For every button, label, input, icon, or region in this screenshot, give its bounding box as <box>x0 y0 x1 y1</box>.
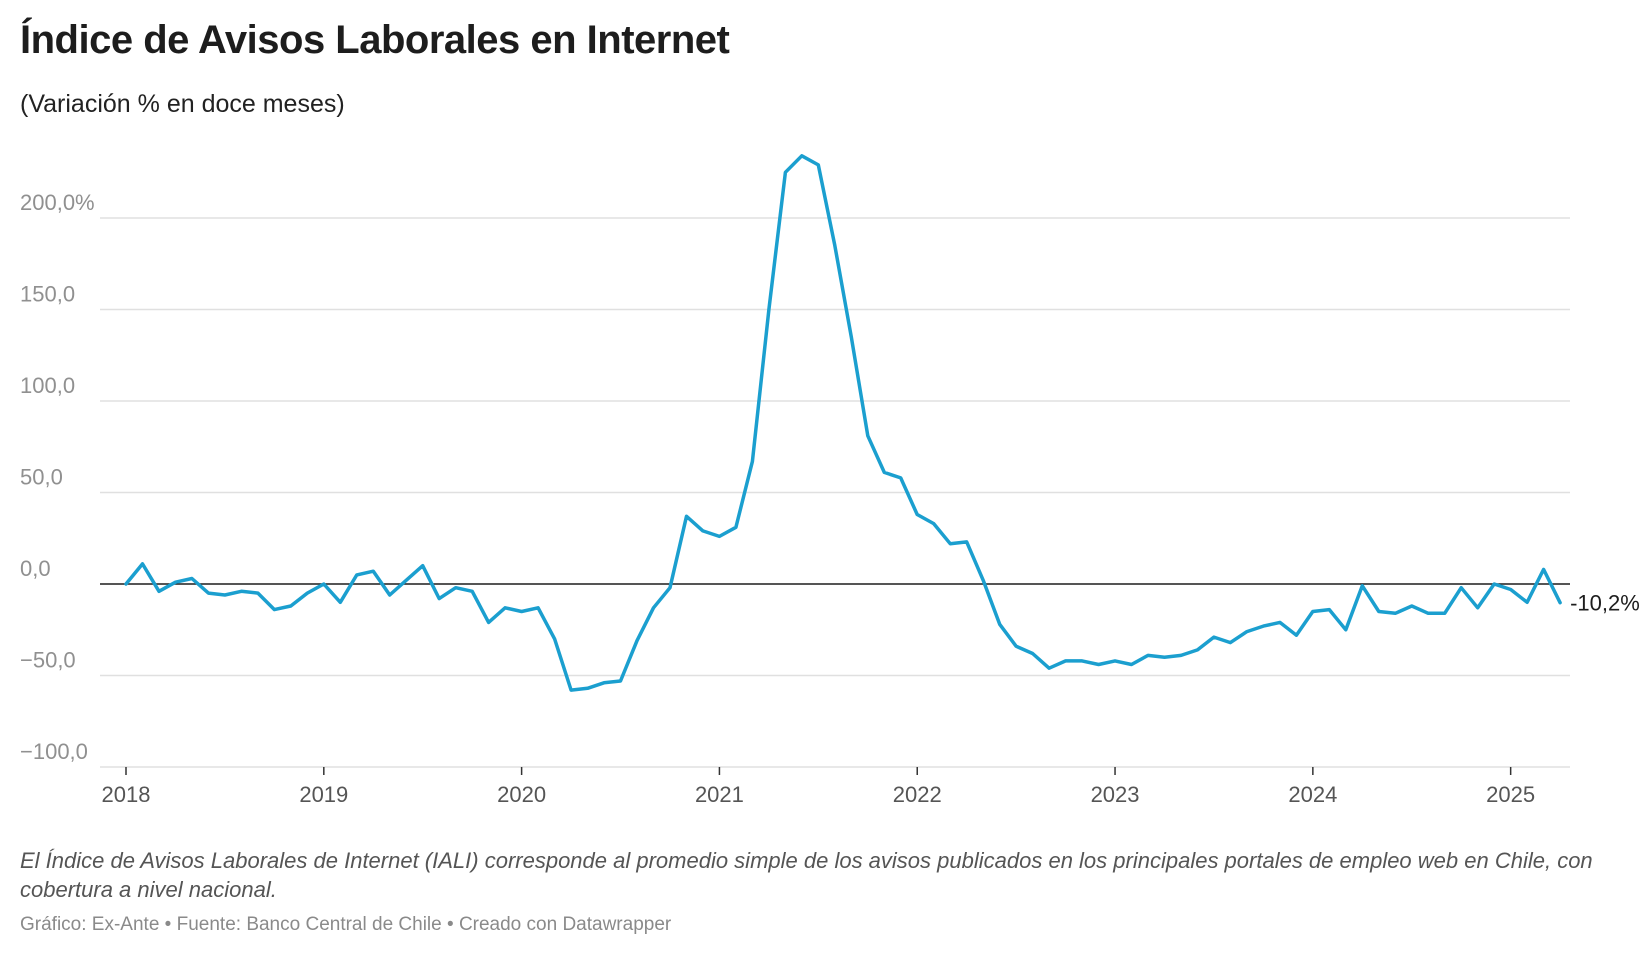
y-tick-label: −100,0 <box>20 739 88 764</box>
y-tick-label: −50,0 <box>20 648 76 673</box>
y-grid <box>100 217 1570 768</box>
byline-source: Fuente: Banco Central de Chile <box>176 914 442 935</box>
byline-chart: Gráfico: Ex-Ante <box>20 914 160 935</box>
x-tick-label: 2023 <box>1091 782 1140 807</box>
x-tick-label: 2024 <box>1288 782 1337 807</box>
annotations: -10,2% <box>1570 591 1640 616</box>
x-axis-ticks: 2018 2019 2020 2021 2022 2023 2024 2025 <box>102 767 1535 807</box>
byline-separator: • <box>159 914 177 935</box>
byline-tool: Creado con Datawrapper <box>458 914 672 935</box>
y-tick-label: 200,0% <box>20 190 95 215</box>
x-tick-label: 2021 <box>695 782 744 807</box>
x-tick-label: 2020 <box>497 782 546 807</box>
y-axis-ticks: 200,0% 150,0 100,0 50,0 0,0 −50,0 −100,0 <box>20 190 95 764</box>
byline: Gráfico: Ex-Ante • Fuente: Banco Central… <box>20 914 671 936</box>
series-group <box>124 154 1562 692</box>
y-tick-label: 0,0 <box>20 556 51 581</box>
y-tick-label: 150,0 <box>20 282 75 307</box>
chart-subtitle: (Variación % en doce meses) <box>20 90 345 118</box>
x-tick-label: 2025 <box>1486 782 1535 807</box>
y-tick-label: 50,0 <box>20 465 63 490</box>
chart-notes: El Índice de Avisos Laborales de Interne… <box>20 848 1593 902</box>
y-tick-label: 100,0 <box>20 373 75 398</box>
byline-separator: • <box>441 914 459 935</box>
x-tick-label: 2022 <box>893 782 942 807</box>
series-line <box>124 154 1562 692</box>
x-tick-label: 2018 <box>102 782 151 807</box>
last-value-label: -10,2% <box>1570 591 1640 616</box>
chart-title: Índice de Avisos Laborales en Internet <box>20 18 730 62</box>
x-tick-label: 2019 <box>299 782 348 807</box>
